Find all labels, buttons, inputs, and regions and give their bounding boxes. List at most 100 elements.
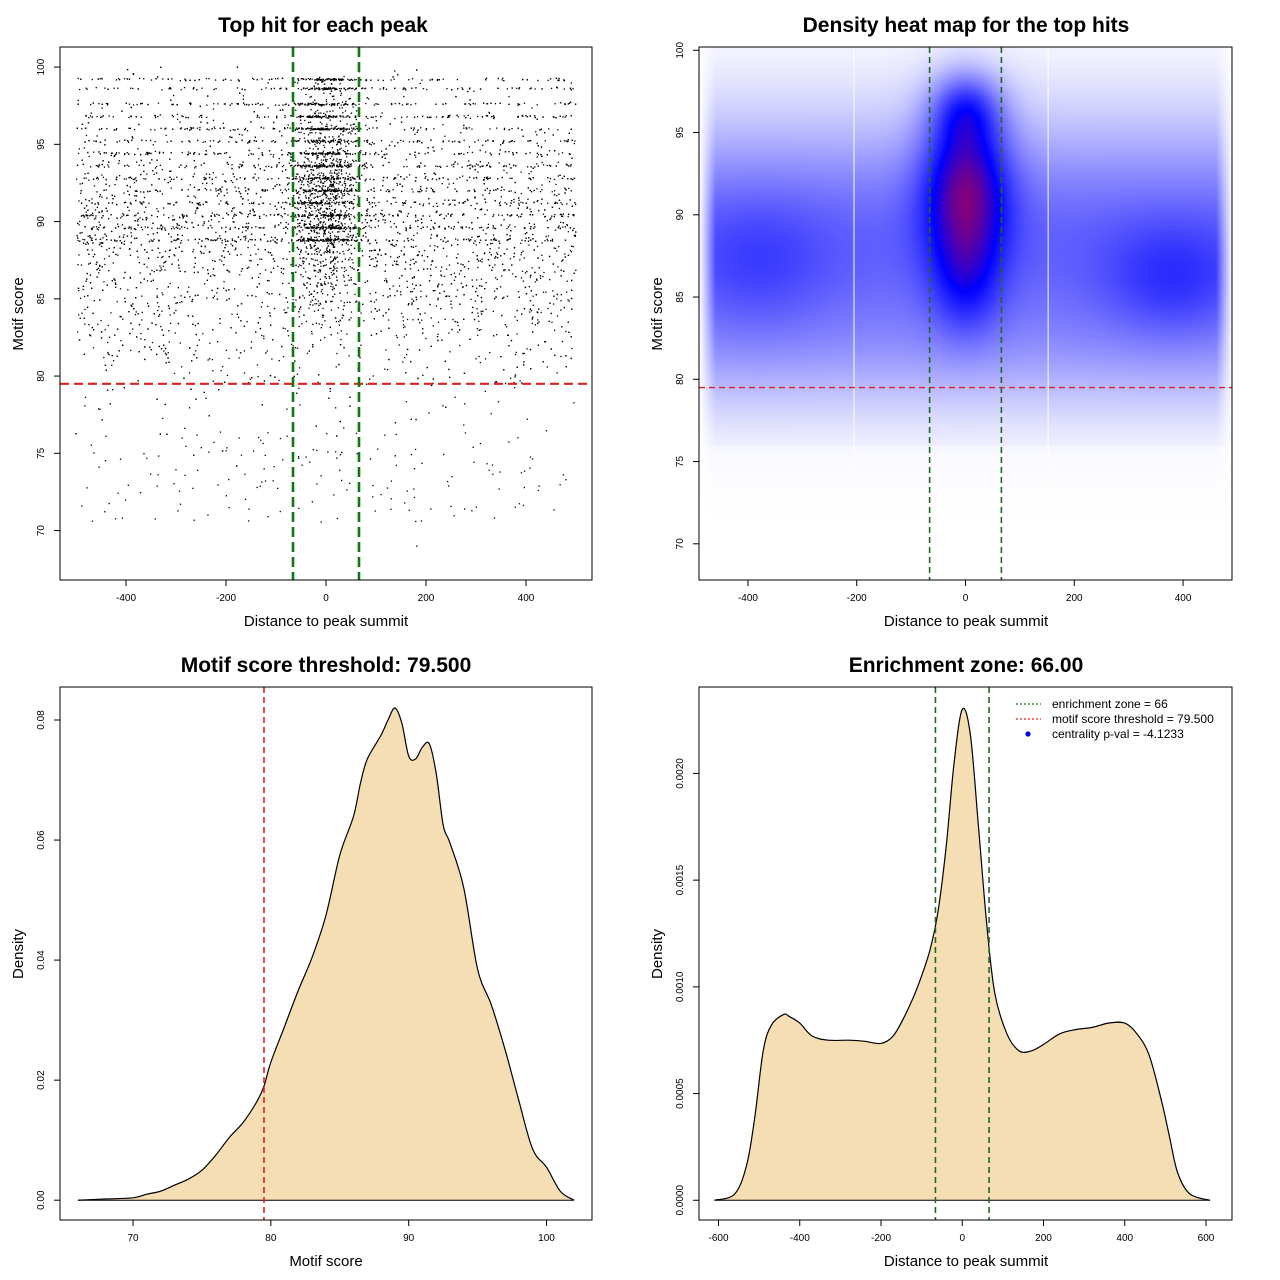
- scatter-point: [199, 250, 202, 253]
- scatter-point: [202, 224, 204, 226]
- scatter-point: [552, 303, 555, 305]
- scatter-point: [495, 255, 497, 258]
- scatter-point: [208, 415, 210, 417]
- scatter-point: [108, 166, 110, 168]
- scatter-point: [211, 128, 213, 130]
- scatter-point: [330, 215, 332, 218]
- scatter-point: [408, 303, 410, 305]
- scatter-point: [198, 339, 200, 341]
- scatter-point: [420, 186, 422, 188]
- scatter-point: [332, 251, 334, 253]
- scatter-point: [385, 280, 388, 282]
- scatter-point: [212, 119, 215, 121]
- scatter-point: [510, 167, 512, 169]
- scatter-point: [498, 240, 500, 242]
- scatter-point: [382, 79, 384, 82]
- scatter-point: [554, 213, 556, 216]
- scatter-point: [118, 140, 121, 142]
- scatter-point: [430, 228, 432, 231]
- scatter-point: [189, 141, 191, 143]
- scatter-point: [203, 221, 205, 223]
- scatter-point: [216, 298, 219, 300]
- scatter-point: [129, 254, 132, 256]
- scatter-point: [484, 189, 486, 191]
- scatter-point: [382, 88, 385, 90]
- scatter-point: [562, 259, 564, 261]
- scatter-point: [255, 331, 257, 333]
- scatter-point: [306, 352, 309, 355]
- scatter-point: [234, 186, 236, 188]
- scatter-point: [530, 87, 532, 89]
- scatter-point: [222, 122, 224, 124]
- scatter-point: [398, 102, 401, 105]
- scatter-point: [477, 171, 479, 173]
- scatter-point: [411, 188, 413, 190]
- scatter-point: [315, 215, 317, 218]
- scatter-point: [128, 227, 130, 229]
- scatter-point: [188, 372, 191, 374]
- scatter-point: [418, 251, 420, 253]
- scatter-point: [93, 300, 95, 302]
- scatter-point: [194, 196, 197, 199]
- scatter-point: [219, 235, 221, 237]
- scatter-point: [343, 127, 345, 129]
- scatter-point: [145, 178, 147, 180]
- scatter-point: [133, 215, 136, 217]
- scatter-point: [348, 166, 350, 168]
- scatter-point: [309, 214, 311, 217]
- scatter-point: [84, 173, 86, 175]
- scatter-point: [106, 389, 109, 391]
- scatter-point: [335, 407, 337, 409]
- scatter-point: [186, 128, 188, 130]
- scatter-point: [373, 190, 375, 192]
- scatter-point: [152, 233, 155, 235]
- scatter-point: [284, 188, 286, 190]
- scatter-point: [117, 87, 119, 89]
- scatter-point: [184, 166, 186, 169]
- scatter-point: [489, 352, 491, 354]
- scatter-point: [546, 366, 548, 368]
- scatter-point: [322, 314, 325, 317]
- scatter-point: [320, 290, 322, 293]
- scatter-point: [237, 236, 240, 238]
- scatter-point: [506, 172, 508, 174]
- scatter-point: [276, 239, 278, 241]
- scatter-point: [479, 227, 481, 229]
- scatter-point: [566, 224, 568, 226]
- scatter-point: [126, 69, 129, 71]
- scatter-point: [198, 189, 200, 191]
- scatter-point: [312, 344, 314, 346]
- scatter-point: [101, 103, 103, 105]
- scatter-point: [534, 166, 536, 168]
- scatter-point: [366, 213, 368, 215]
- scatter-point: [215, 190, 217, 192]
- scatter-point: [560, 269, 562, 271]
- scatter-point: [574, 234, 577, 236]
- scatter-point: [441, 148, 443, 150]
- scatter-point: [216, 213, 218, 215]
- scatter-point: [447, 186, 449, 189]
- scatter-point: [263, 127, 265, 129]
- scatter-point: [268, 150, 271, 152]
- scatter-point: [247, 246, 249, 249]
- scatter-point: [318, 269, 321, 271]
- scatter-point: [373, 143, 375, 145]
- scatter-point: [442, 78, 444, 80]
- scatter-point: [511, 87, 513, 89]
- scatter-point: [406, 280, 408, 282]
- scatter-point: [296, 116, 298, 118]
- scatter-point: [262, 103, 264, 105]
- scatter-point: [264, 190, 266, 192]
- scatter-point: [488, 177, 490, 179]
- scatter-point: [241, 268, 243, 270]
- scatter-point: [569, 249, 572, 252]
- scatter-point: [202, 216, 204, 218]
- scatter-point: [82, 288, 84, 291]
- scatter-point: [96, 206, 98, 209]
- scatter-point: [457, 116, 460, 118]
- scatter-point: [509, 224, 511, 226]
- scatter-point: [85, 280, 87, 282]
- scatter-point: [544, 132, 546, 134]
- scatter-point: [477, 315, 479, 317]
- scatter-point: [506, 88, 508, 90]
